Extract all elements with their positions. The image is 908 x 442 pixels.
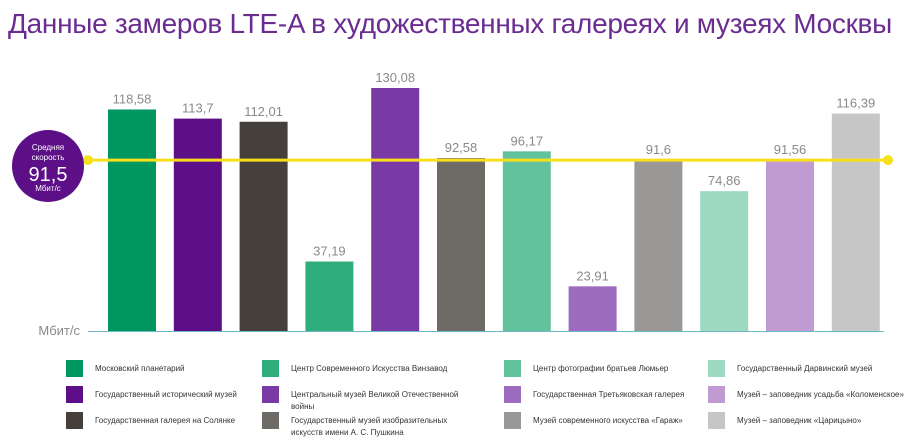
bar-value-label: 113,7	[182, 101, 214, 116]
average-badge-unit: Мбит/с	[35, 184, 61, 193]
bar-value-label: 130,08	[375, 70, 415, 85]
legend-swatch	[504, 412, 521, 429]
legend-swatch	[504, 386, 521, 403]
average-line-start-dot	[83, 155, 93, 166]
legend-item: Государственный Дарвинский музей	[708, 360, 908, 377]
bar	[831, 113, 880, 331]
bar	[700, 191, 749, 331]
legend-label: Музей современного искусства «Гараж»	[533, 416, 683, 425]
bar-chart: 118,58 113,7 112,01 37,19 130,08 92,58 96,17 23…	[12, 70, 893, 338]
legend-swatch	[708, 360, 725, 377]
legend-swatch	[262, 360, 279, 377]
bar	[568, 286, 617, 331]
legend-label: Государственный Дарвинский музей	[737, 364, 873, 373]
average-badge-line2: скорость	[32, 153, 65, 162]
y-axis-label: Мбит/с	[38, 323, 80, 338]
chart-legend: Московский планетарий Государственный ист…	[66, 360, 906, 440]
legend-label: Московский планетарий	[95, 364, 185, 373]
bar	[634, 159, 683, 331]
legend-swatch	[708, 386, 725, 403]
bar	[371, 88, 420, 331]
legend-label: Государственный музей изобразительных ис…	[291, 416, 448, 437]
chart-title: Данные замеров LTE-A в художественных га…	[8, 8, 892, 39]
legend-item: Государственный музей изобразительных ис…	[262, 412, 479, 439]
legend-swatch	[66, 386, 83, 403]
bar-value-label: 118,58	[113, 91, 152, 106]
legend-label: Государственный исторический музей	[95, 390, 237, 399]
legend-item: Музей – заповедник «Царицыно»	[708, 412, 908, 429]
legend-swatch	[66, 360, 83, 377]
legend-label: Государственная галерея на Солянке	[95, 416, 236, 425]
bar	[766, 159, 814, 331]
legend-item: Государственная Третьяковская галерея	[504, 386, 721, 403]
average-badge-line1: Средняя	[32, 143, 64, 152]
bar	[173, 118, 222, 331]
legend-swatch	[262, 386, 279, 403]
bar	[239, 121, 288, 331]
legend-item: Музей современного искусства «Гараж»	[504, 412, 721, 429]
bar-value-label: 112,01	[244, 104, 283, 119]
bar-value-label: 91,56	[774, 142, 807, 157]
legend-item: Центр фотографии братьев Люмьер	[504, 360, 721, 377]
average-line-end-dot	[883, 155, 893, 166]
bar-value-label: 37,19	[313, 244, 346, 259]
legend-label: Государственная Третьяковская галерея	[533, 390, 685, 399]
legend-item: Государственная галерея на Солянке	[66, 412, 283, 429]
legend-swatch	[504, 360, 521, 377]
bar	[502, 151, 551, 331]
bar-value-label: 91,6	[646, 142, 671, 157]
legend-item: Государственный исторический музей	[66, 386, 283, 403]
legend-swatch	[262, 412, 279, 429]
legend-label: Центр Современного Искусства Винзавод	[291, 364, 448, 373]
legend-label: Центр фотографии братьев Люмьер	[533, 364, 669, 373]
bar	[108, 109, 156, 331]
bar-value-label: 116,39	[836, 96, 875, 111]
legend-item: Московский планетарий	[66, 360, 283, 377]
legend-item: Центр Современного Искусства Винзавод	[262, 360, 479, 377]
average-badge-value: 91,5	[29, 164, 68, 186]
legend-label: Музей – заповедник усадьба «Коломенское»	[737, 390, 904, 399]
legend-item: Центральный музей Великой Отечественной …	[262, 386, 479, 413]
legend-label: Центральный музей Великой Отечественной …	[291, 390, 459, 411]
average-speed-badge	[12, 130, 84, 202]
bar-value-label: 92,58	[445, 140, 478, 155]
legend-item: Музей – заповедник усадьба «Коломенское»	[708, 386, 908, 403]
bar-value-label: 74,86	[708, 173, 741, 188]
bar-value-label: 96,17	[511, 133, 544, 148]
legend-swatch	[66, 412, 83, 429]
legend-label: Музей – заповедник «Царицыно»	[737, 416, 862, 425]
bar-value-label: 23,91	[576, 268, 609, 283]
legend-swatch	[708, 412, 725, 429]
bar	[305, 261, 354, 331]
bar	[437, 158, 485, 331]
